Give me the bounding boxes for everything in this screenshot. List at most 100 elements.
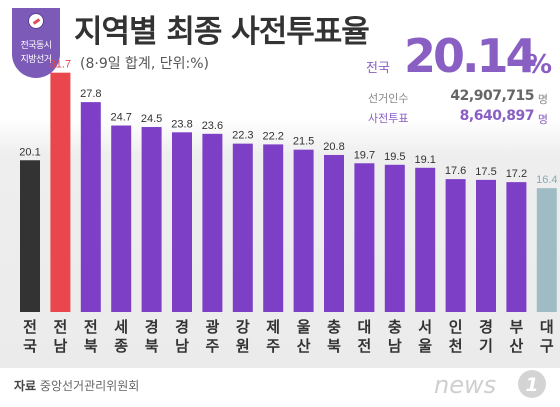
value-label-강원: 22.3: [232, 130, 253, 142]
bar-대구: [536, 188, 557, 312]
bar-인천: [445, 179, 466, 312]
category-char: 강: [235, 318, 250, 336]
value-label-세종: 24.7: [110, 112, 131, 124]
category-char: 원: [235, 337, 250, 355]
bar-광주: [202, 133, 223, 312]
bar-경남: [172, 132, 192, 312]
bar-전북: [80, 102, 101, 312]
national-rate-value: 20.14: [404, 29, 538, 83]
category-char: 남: [175, 337, 189, 355]
category-char: 제: [266, 318, 281, 336]
stat-voters-unit: 명: [537, 93, 548, 106]
category-char: 산: [296, 337, 311, 355]
category-char: 경: [479, 318, 493, 336]
logo-text: news: [434, 371, 496, 399]
badge-line-2: 지방선거: [20, 55, 52, 65]
source-note: 자료 중앙선거관리위원회: [14, 377, 139, 394]
election-badge: 전국동시 지방선거: [12, 8, 60, 78]
value-label-인천: 17.6: [445, 165, 466, 177]
news1-logo: news 1: [434, 370, 546, 399]
bar-제주: [263, 144, 284, 312]
value-label-서울: 19.1: [414, 154, 435, 166]
source-text: 중앙선거관리위원회: [39, 379, 140, 393]
category-char: 울: [418, 337, 433, 355]
chart-title: 지역별 최종 사전투표율: [74, 14, 370, 50]
category-char: 주: [266, 337, 281, 355]
category-char: 천: [448, 337, 463, 355]
stat-early-votes-unit: 명: [537, 113, 548, 126]
category-char: 남: [53, 337, 68, 355]
category-char: 부: [509, 318, 524, 336]
value-label-경북: 24.5: [141, 113, 162, 125]
value-label-부산: 17.2: [506, 168, 527, 180]
category-char: 주: [205, 337, 220, 355]
bar-울산: [293, 149, 314, 312]
category-char: 세: [114, 318, 129, 336]
bar-세종: [111, 125, 132, 312]
bar-서울: [415, 167, 436, 312]
bar-경북: [141, 127, 162, 312]
stat-voters-label: 선거인수: [368, 92, 409, 105]
category-char: 울: [296, 318, 311, 336]
category-char: 경: [144, 318, 159, 336]
bar-부산: [506, 182, 527, 312]
bar-전남: [50, 72, 71, 312]
bar-경기: [476, 179, 496, 312]
category-char: 광: [205, 318, 220, 336]
category-char: 대: [539, 318, 554, 336]
bar-대전: [354, 163, 375, 312]
category-char: 기: [479, 337, 493, 355]
source-label: 자료: [14, 379, 37, 393]
bar-강원: [232, 143, 253, 312]
category-char: 대: [357, 318, 372, 336]
value-label-울산: 21.5: [293, 136, 314, 148]
category-char: 인: [448, 318, 463, 336]
ballot-stamp-icon: [28, 13, 44, 29]
value-label-충남: 19.5: [384, 151, 405, 163]
category-char: 북: [144, 337, 159, 355]
category-char: 충: [387, 318, 402, 336]
stat-early-votes-label: 사전투표: [368, 112, 409, 125]
value-label-전북: 27.8: [80, 88, 101, 100]
value-label-제주: 22.2: [262, 130, 283, 142]
category-char: 충: [327, 318, 341, 336]
category-char: 국: [23, 337, 37, 355]
category-char: 경: [175, 318, 189, 336]
category-char: 북: [327, 337, 341, 355]
stat-early-votes-value: 8,640,897: [459, 108, 535, 124]
bar-충북: [324, 154, 344, 312]
national-rate-unit: %: [526, 50, 553, 80]
category-char: 전: [83, 318, 98, 336]
value-label-경남: 23.8: [171, 118, 192, 130]
category-char: 전: [23, 318, 37, 336]
bar-전국: [20, 160, 40, 312]
value-label-충북: 20.8: [323, 141, 344, 153]
value-label-광주: 23.6: [202, 120, 223, 132]
logo-number: 1: [525, 374, 538, 396]
category-char: 남: [387, 337, 402, 355]
value-label-전국: 20.1: [19, 146, 40, 158]
value-label-대전: 19.7: [354, 149, 375, 161]
category-char: 북: [83, 337, 98, 355]
chart-subtitle: (8·9일 합계, 단위:%): [80, 56, 209, 72]
category-char: 전: [53, 318, 68, 336]
